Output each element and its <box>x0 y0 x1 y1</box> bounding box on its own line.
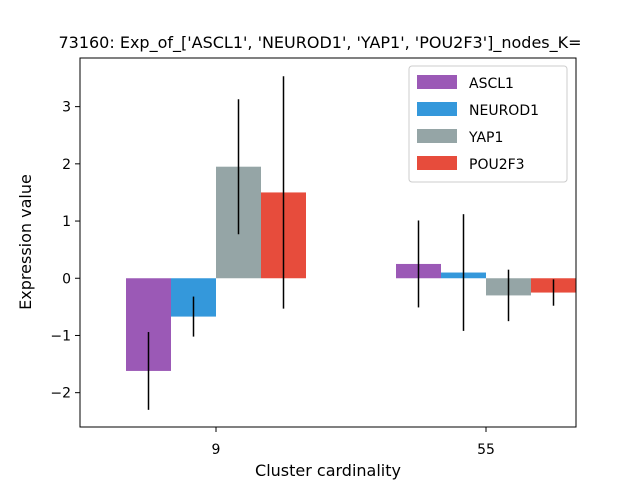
y-tick-label: −2 <box>50 386 71 402</box>
y-axis-label: Expression value <box>16 174 35 310</box>
legend-swatch-yap1 <box>417 129 457 143</box>
legend-label-yap1: YAP1 <box>468 130 503 146</box>
error-bars-group <box>147 76 555 410</box>
y-tick-label: −1 <box>50 328 71 344</box>
y-tick-label: 1 <box>62 214 71 230</box>
bars-group <box>126 166 576 371</box>
legend-box <box>408 65 568 183</box>
legend-swatch-neurod1 <box>417 102 457 116</box>
legend-swatch-pou2f3 <box>417 156 457 170</box>
x-tick-label: 55 <box>477 442 495 458</box>
y-tick-label: 3 <box>62 100 71 116</box>
legend-label-pou2f3: POU2F3 <box>469 157 525 173</box>
y-axis: −2 −1 0 1 2 3 <box>50 100 80 402</box>
legend-swatch-ascl1 <box>417 75 457 89</box>
y-tick-label: 0 <box>62 271 71 287</box>
chart-title: 73160: Exp_of_['ASCL1', 'NEUROD1', 'YAP1… <box>58 33 581 53</box>
legend: ASCL1 NEUROD1 YAP1 POU2F3 <box>408 65 568 183</box>
x-axis-label: Cluster cardinality <box>255 461 401 480</box>
x-axis: 9 55 <box>212 427 495 458</box>
y-tick-label: 2 <box>62 157 71 173</box>
legend-label-neurod1: NEUROD1 <box>469 103 539 119</box>
plot-frame <box>79 57 577 428</box>
x-tick-label: 9 <box>212 442 221 458</box>
legend-label-ascl1: ASCL1 <box>469 76 514 92</box>
